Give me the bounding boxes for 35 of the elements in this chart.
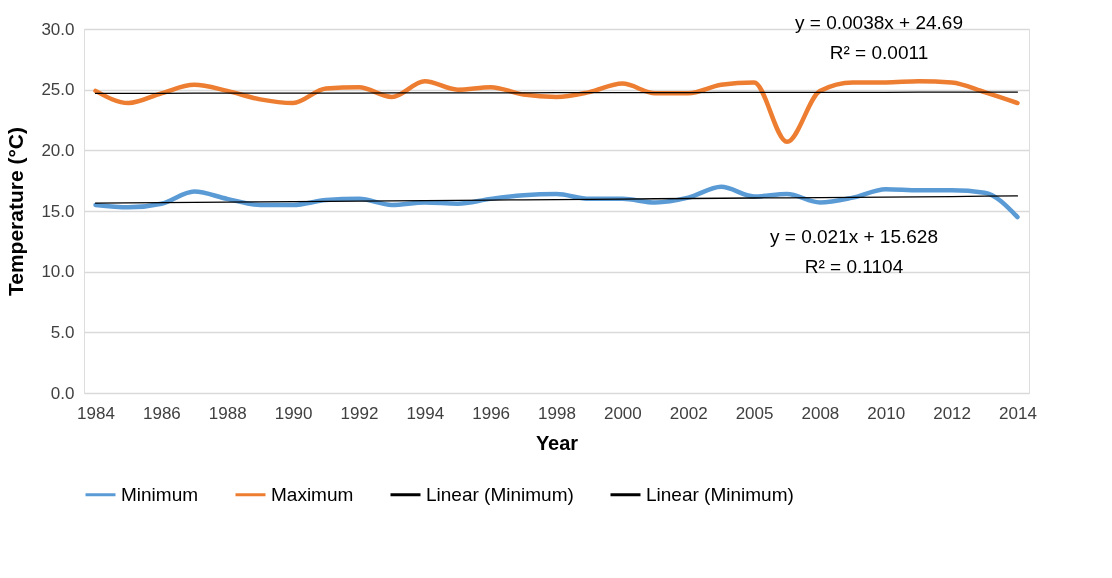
y-tick-label: 10.0 — [41, 262, 75, 282]
y-tick-label: 25.0 — [41, 80, 75, 100]
annotation: R² = 0.1104 — [804, 256, 904, 277]
x-tick-label: 1994 — [406, 403, 445, 423]
legend-label: Linear (Minimum) — [426, 483, 574, 505]
x-tick-label: 1998 — [538, 403, 576, 423]
legend-label: Linear (Minimum) — [646, 483, 794, 505]
x-tick-label: 2000 — [603, 403, 642, 423]
annotation: R² = 0.0011 — [829, 42, 929, 63]
y-tick-label: 5.0 — [50, 322, 75, 342]
legend-label: Maximum — [271, 483, 354, 505]
x-tick-label: 2010 — [867, 403, 906, 423]
x-tick-label: 1986 — [142, 403, 181, 423]
x-tick-label: 1996 — [472, 403, 511, 423]
legend-label: Minimum — [121, 483, 199, 505]
x-tick-label: 2008 — [801, 403, 840, 423]
x-tick-label: 1984 — [77, 403, 115, 423]
y-tick-label: 15.0 — [41, 201, 75, 221]
annotation: y = 0.021x + 15.628 — [770, 226, 938, 247]
x-axis-title: Year — [535, 431, 579, 454]
x-tick-label: 1990 — [274, 403, 313, 423]
annotation: y = 0.0038x + 24.69 — [795, 12, 963, 33]
x-tick-label: 2014 — [999, 403, 1037, 423]
y-axis-title: Temperature (°C) — [4, 126, 28, 297]
x-tick-label: 2012 — [933, 403, 972, 423]
x-tick-label: 1992 — [340, 403, 379, 423]
y-tick-label: 0.0 — [50, 383, 75, 403]
y-tick-label: 20.0 — [41, 140, 75, 160]
line-series — [94, 195, 1019, 204]
x-tick-label: 1988 — [208, 403, 247, 423]
x-tick-label: 2005 — [735, 403, 774, 423]
x-tick-label: 2002 — [669, 403, 708, 423]
line-series — [93, 184, 1020, 220]
line-series — [93, 78, 1020, 145]
y-tick-label: 30.0 — [41, 19, 75, 39]
